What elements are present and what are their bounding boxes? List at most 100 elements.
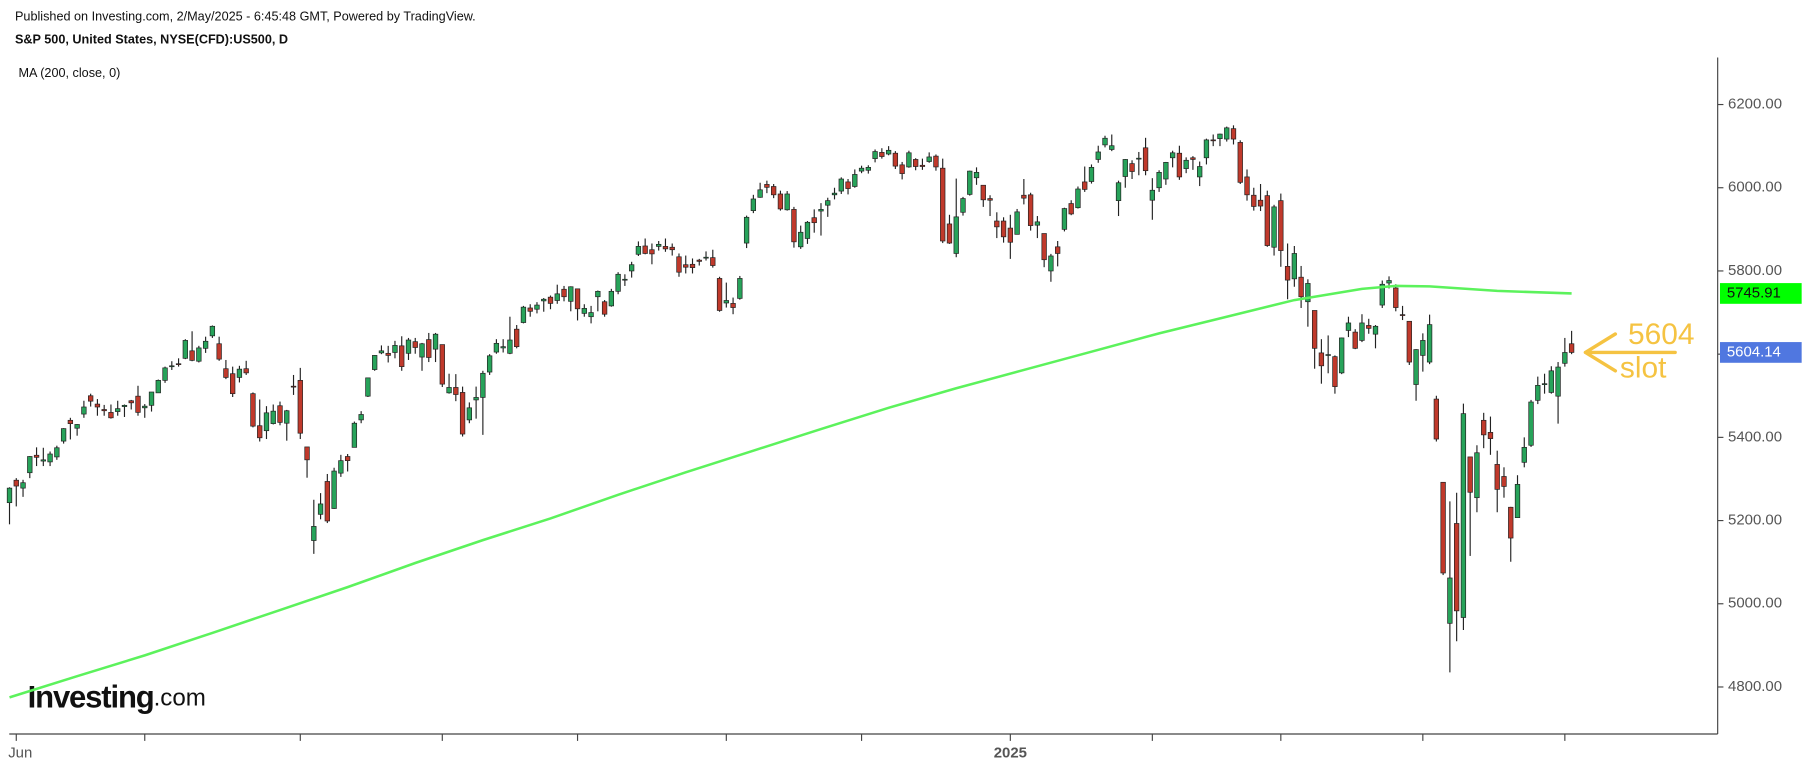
candle-body bbox=[879, 152, 885, 157]
candle-body bbox=[88, 395, 94, 402]
candle-body bbox=[338, 460, 344, 474]
y-tick-label: 5400.00 bbox=[1728, 428, 1782, 445]
candle-body bbox=[94, 403, 101, 408]
candle-body bbox=[568, 286, 574, 302]
candle-body bbox=[1568, 343, 1575, 353]
candle-body bbox=[1041, 233, 1047, 261]
candle-body bbox=[459, 392, 466, 435]
candle-body bbox=[473, 397, 479, 401]
candle-body bbox=[825, 200, 831, 206]
candle-body bbox=[257, 425, 263, 439]
candle-body bbox=[1481, 419, 1487, 436]
candle-body bbox=[446, 387, 452, 394]
candle-body bbox=[642, 245, 648, 254]
candle-body bbox=[297, 380, 303, 434]
indicator-label: MA (200, close, 0) bbox=[18, 66, 120, 80]
candle-body bbox=[324, 481, 330, 522]
candle-body bbox=[743, 216, 750, 244]
candle-body bbox=[811, 217, 817, 224]
candle-body bbox=[1224, 127, 1230, 140]
candle-body bbox=[1095, 151, 1101, 160]
candle-body bbox=[676, 256, 682, 273]
candle-body bbox=[284, 410, 290, 424]
candle-body bbox=[649, 249, 655, 255]
candle-body bbox=[858, 167, 865, 172]
candle-body bbox=[399, 345, 405, 367]
candle-body bbox=[750, 198, 757, 211]
candle-body bbox=[980, 184, 986, 201]
candle-body bbox=[162, 367, 168, 381]
candle-body bbox=[547, 296, 554, 304]
y-tick-label: 5200.00 bbox=[1728, 512, 1782, 529]
candle-body bbox=[791, 209, 797, 243]
candle-body bbox=[1433, 398, 1440, 440]
candle-body bbox=[148, 391, 155, 406]
candle-body bbox=[121, 404, 128, 407]
candle-body bbox=[1440, 481, 1446, 574]
candle-body bbox=[784, 193, 790, 211]
candle-body bbox=[865, 167, 871, 171]
candle-body bbox=[561, 288, 567, 298]
candle-body bbox=[1122, 159, 1128, 177]
candle-body bbox=[1251, 194, 1257, 207]
candle-body bbox=[115, 408, 121, 412]
candle-body bbox=[1366, 325, 1372, 329]
annotation-arrow bbox=[1583, 332, 1677, 373]
plot-area bbox=[6, 125, 1575, 699]
moving-average-line bbox=[9, 284, 1572, 699]
y-tick-label: 6000.00 bbox=[1728, 179, 1782, 196]
candle-body bbox=[1197, 166, 1203, 178]
candle-body bbox=[135, 395, 141, 413]
candle-body bbox=[101, 409, 107, 412]
candle-body bbox=[926, 156, 932, 162]
candle-body bbox=[67, 419, 74, 424]
y-tick-label: 4800.00 bbox=[1728, 678, 1782, 695]
source-line: Published on Investing.com, 2/May/2025 -… bbox=[15, 10, 476, 24]
candle-body bbox=[1244, 176, 1250, 196]
candle-body bbox=[1257, 199, 1264, 207]
candle-body bbox=[1494, 464, 1500, 490]
candle-body bbox=[1129, 163, 1135, 172]
candle-body bbox=[656, 243, 662, 247]
candle-body bbox=[1278, 200, 1284, 251]
candle-body bbox=[1399, 314, 1406, 316]
last-price-label: 5604.14 bbox=[1727, 343, 1781, 360]
y-tick-label: 5800.00 bbox=[1728, 262, 1782, 279]
candle-body bbox=[1000, 220, 1007, 238]
candle-body bbox=[1183, 159, 1189, 169]
candle-body bbox=[764, 184, 770, 188]
candle-body bbox=[716, 278, 723, 311]
candle-body bbox=[1163, 162, 1169, 180]
candle-body bbox=[1014, 211, 1020, 235]
candle-body bbox=[1474, 452, 1480, 499]
candle-body bbox=[1420, 340, 1426, 356]
candle-body bbox=[730, 303, 736, 308]
candle-body bbox=[987, 198, 993, 201]
candle-body bbox=[128, 400, 134, 404]
candle-body bbox=[581, 308, 587, 314]
candle-body bbox=[1508, 506, 1514, 539]
candle-body bbox=[365, 377, 371, 397]
candle-body bbox=[1088, 167, 1095, 182]
candle-body bbox=[54, 447, 60, 458]
candle-body bbox=[202, 340, 209, 349]
candle-body bbox=[1535, 385, 1541, 401]
candle-body bbox=[1068, 203, 1074, 215]
candle-body bbox=[1460, 413, 1467, 618]
y-tick-label: 5000.00 bbox=[1728, 595, 1782, 612]
candle-body bbox=[615, 273, 621, 292]
candle-body bbox=[1345, 322, 1352, 331]
candle-body bbox=[1264, 195, 1270, 246]
candle-body bbox=[230, 373, 236, 395]
x-tick-label: 2025 bbox=[994, 745, 1027, 762]
candle-body bbox=[426, 339, 432, 358]
candle-body bbox=[703, 256, 709, 259]
candle-body bbox=[892, 152, 899, 167]
candle-body bbox=[960, 198, 966, 213]
candle-body bbox=[710, 257, 716, 266]
candle-body bbox=[1332, 356, 1338, 387]
candle-body bbox=[486, 355, 493, 373]
candle-body bbox=[6, 487, 13, 504]
candle-body bbox=[831, 192, 838, 196]
candle-body bbox=[852, 174, 858, 187]
